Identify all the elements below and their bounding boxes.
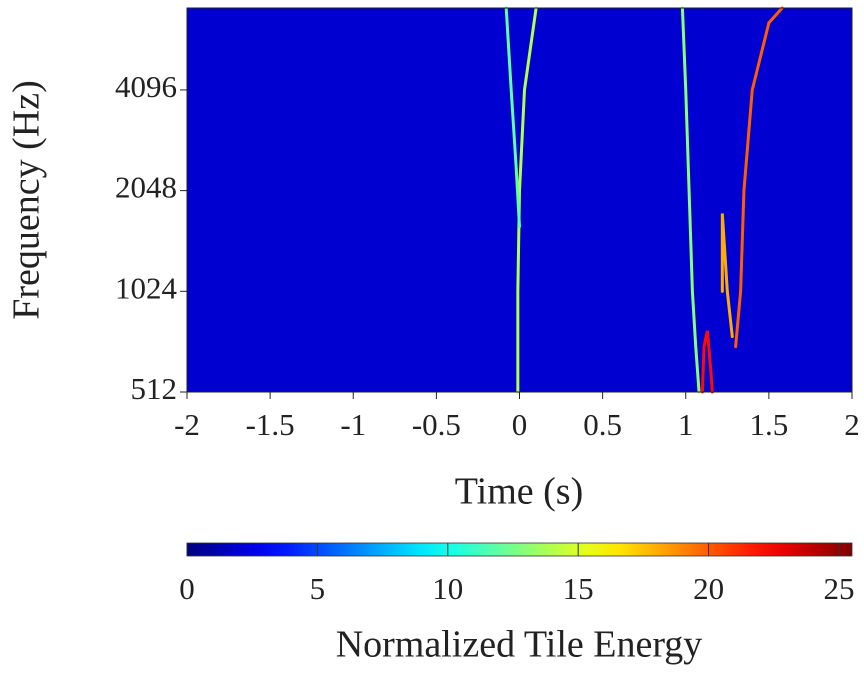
- x-tick-label: 0: [512, 407, 528, 442]
- energy-track: [504, 6, 521, 228]
- colorbar-label: Normalized Tile Energy: [336, 624, 703, 666]
- energy-track: [516, 6, 538, 394]
- x-tick-label: -1: [340, 407, 366, 442]
- x-tick-label: 2: [844, 407, 860, 442]
- colorbar-tick-label: 5: [310, 571, 326, 606]
- x-tick-label: -1.5: [246, 407, 295, 442]
- energy-track: [734, 6, 784, 349]
- x-axis-label: Time (s): [455, 471, 583, 513]
- x-tick-label: 0.5: [583, 407, 622, 442]
- y-tick-label: 512: [131, 371, 178, 406]
- colorbar-tick-label: 15: [563, 571, 594, 606]
- energy-track: [680, 6, 701, 394]
- x-tick-label: 1: [678, 407, 694, 442]
- x-tick-label: -2: [174, 407, 200, 442]
- energy-track: [700, 330, 714, 394]
- y-axis-label: Frequency (Hz): [6, 80, 48, 320]
- colorbar: [186, 542, 853, 557]
- colorbar-tick-label: 20: [693, 571, 724, 606]
- energy-track: [720, 213, 734, 339]
- colorbar-tick-label: 10: [432, 571, 463, 606]
- x-tick-label: 1.5: [750, 407, 789, 442]
- colorbar-tick-label: 0: [179, 571, 195, 606]
- colorbar-tick-label: 25: [823, 571, 854, 606]
- y-tick-label: 2048: [115, 170, 177, 205]
- y-tick-label: 4096: [115, 69, 177, 104]
- x-tick-label: -0.5: [412, 407, 461, 442]
- y-tick-label: 1024: [115, 270, 178, 305]
